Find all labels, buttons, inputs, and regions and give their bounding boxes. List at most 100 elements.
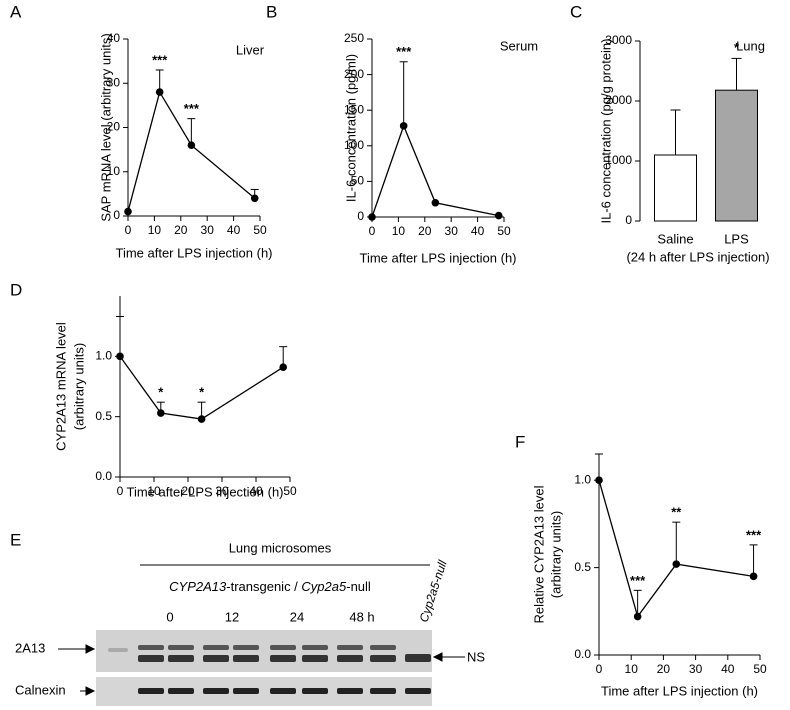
panel-label: A xyxy=(10,2,22,21)
x-tick-label: 10 xyxy=(148,223,162,237)
x-tick-label: 30 xyxy=(215,484,229,498)
point-label: *** xyxy=(152,52,168,67)
ns-label: NS xyxy=(467,649,485,664)
point xyxy=(633,612,642,621)
y-tick-label: 20 xyxy=(107,120,121,134)
x-tick-label: 10 xyxy=(625,662,639,676)
y-tick-label: 1000 xyxy=(605,153,632,167)
y-tick-label: 40 xyxy=(107,31,121,45)
y-axis-label: IL-6 concentration (pg/g protein) xyxy=(598,39,613,224)
point xyxy=(197,415,206,423)
bands xyxy=(108,645,431,694)
inset-label: Liver xyxy=(236,42,265,57)
x-axis-label: (24 h after LPS injection) xyxy=(626,249,769,264)
western-blot: E Lung microsomes CYP2A13-transgenic / C… xyxy=(10,530,485,706)
blot-image xyxy=(96,630,432,672)
y-tick-label: 3000 xyxy=(605,33,632,47)
point xyxy=(672,560,681,568)
bar xyxy=(654,154,697,222)
y-tick-label: 0.0 xyxy=(95,469,112,483)
lane-label: 0 xyxy=(166,609,173,624)
point-label: * xyxy=(199,385,205,400)
x-tick-label: 40 xyxy=(721,662,735,676)
x-tick-label: 0 xyxy=(596,662,603,676)
x-tick-label: 40 xyxy=(227,223,241,237)
x-tick-label: 50 xyxy=(753,662,767,676)
y-tick-label: 0 xyxy=(357,209,364,223)
x-axis-label: Time after LPS injection (h) xyxy=(359,250,516,265)
y-tick-label: 100 xyxy=(344,138,364,152)
line xyxy=(119,355,284,420)
x-tick-label: Saline xyxy=(657,231,693,246)
y-tick-label: 150 xyxy=(344,102,364,116)
x-tick-label: 0 xyxy=(117,484,124,498)
point xyxy=(494,211,503,220)
line xyxy=(598,480,754,619)
y-tick-label: 1.0 xyxy=(574,472,591,486)
y-tick-label: 250 xyxy=(344,31,364,45)
blot-title: Lung microsomes xyxy=(229,540,332,555)
y-axis-label: (arbitrary units) xyxy=(71,343,86,430)
point-label: *** xyxy=(184,101,200,116)
point-label: *** xyxy=(396,44,412,59)
x-tick-label: 20 xyxy=(174,223,188,237)
x-tick-label: 0 xyxy=(369,224,376,238)
y-tick-label: 0 xyxy=(113,208,120,222)
x-tick-label: 20 xyxy=(418,224,432,238)
row-label: 2A13 xyxy=(15,640,45,655)
lane-label: 12 xyxy=(225,609,239,624)
y-axis-label: (arbitrary units) xyxy=(548,511,563,598)
x-tick-label: 30 xyxy=(201,223,215,237)
x-tick-label: 50 xyxy=(283,484,297,498)
x-axis-label: Time after LPS injection (h) xyxy=(115,245,272,260)
y-tick-label: 1.0 xyxy=(95,349,112,363)
x-tick-label: LPS xyxy=(724,231,749,246)
y-tick-label: 50 xyxy=(351,174,365,188)
point-label: *** xyxy=(746,527,762,542)
x-tick-label: 30 xyxy=(689,662,703,676)
y-tick-label: 0.5 xyxy=(95,409,112,423)
inset-label: Serum xyxy=(500,38,538,53)
point-label: *** xyxy=(630,573,646,588)
y-axis-label: SAP mRNA level (arbitrary units) xyxy=(98,33,113,221)
point xyxy=(157,409,165,417)
point xyxy=(155,88,164,96)
x-tick-label: 20 xyxy=(657,662,671,676)
point xyxy=(368,213,376,221)
y-axis-label: IL-6 concentration (pg/ml) xyxy=(343,54,358,202)
panel-label: F xyxy=(515,432,525,451)
control-label: Cyp2a5-null xyxy=(417,558,450,624)
line xyxy=(127,90,256,212)
x-tick-label: 50 xyxy=(497,224,511,238)
point xyxy=(399,122,408,130)
y-tick-label: 2000 xyxy=(605,93,632,107)
point xyxy=(431,198,440,207)
row-label: Calnexin xyxy=(15,682,66,697)
point xyxy=(749,572,758,581)
y-tick-label: 0.5 xyxy=(574,560,591,574)
x-axis-label: Time after LPS injection (h) xyxy=(601,683,758,698)
y-tick-label: 0.0 xyxy=(574,647,591,661)
lane-label: 24 xyxy=(290,609,304,624)
x-tick-label: 0 xyxy=(125,223,132,237)
x-tick-label: 20 xyxy=(181,484,195,498)
y-tick-label: 0 xyxy=(625,213,632,227)
x-tick-label: 40 xyxy=(249,484,263,498)
line xyxy=(371,124,499,218)
point-label: * xyxy=(158,385,164,400)
group-label: CYP2A13-transgenic / Cyp2a5-null xyxy=(169,579,371,594)
point xyxy=(187,141,196,149)
lane-label: 48 h xyxy=(349,609,374,624)
point-label: ** xyxy=(671,505,682,520)
panel-label: B xyxy=(266,2,277,21)
x-tick-label: 30 xyxy=(445,224,459,238)
x-tick-label: 10 xyxy=(147,484,161,498)
x-axis-label: Time after LPS injection (h) xyxy=(126,484,283,499)
point xyxy=(116,352,124,361)
panel-label: C xyxy=(570,2,582,21)
x-tick-label: 40 xyxy=(471,224,485,238)
panel-label: D xyxy=(10,280,22,299)
point xyxy=(279,363,288,371)
